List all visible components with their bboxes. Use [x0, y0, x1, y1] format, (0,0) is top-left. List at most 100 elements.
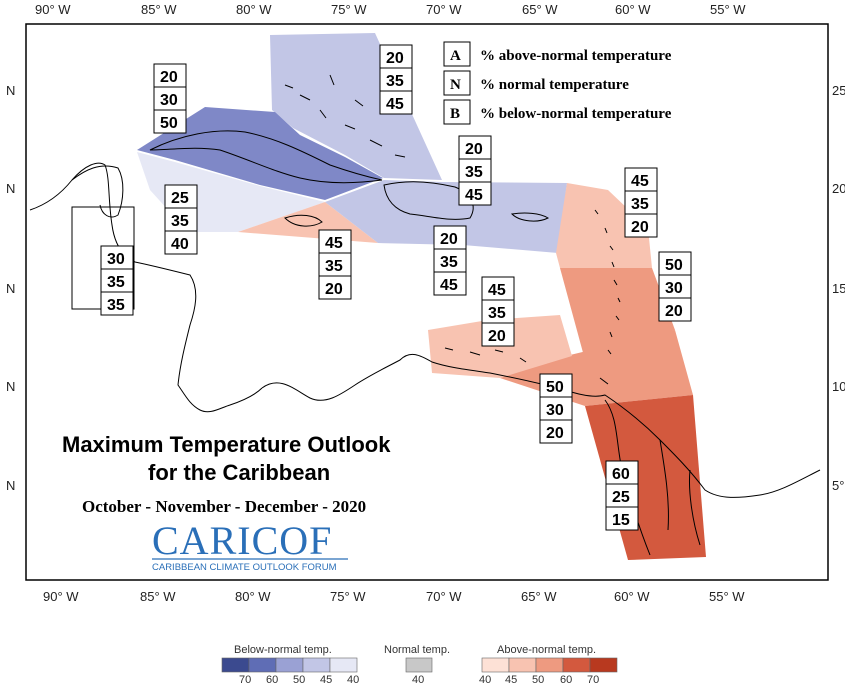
scale-below-tick: 60	[266, 674, 278, 684]
legend-key: A % above-normal temperature N % normal …	[443, 41, 672, 125]
prob-below: 40	[171, 236, 189, 253]
lat-tick-left: N	[6, 379, 15, 394]
map-title-line1: Maximum Temperature Outlook	[62, 432, 391, 457]
scale-below-tick: 50	[293, 674, 305, 684]
prob-box-abc-islands: 45 35 20	[481, 276, 515, 347]
prob-above: 30	[107, 251, 125, 268]
prob-below: 20	[631, 219, 649, 236]
lon-tick-top: 55° W	[710, 2, 746, 17]
prob-above: 50	[665, 257, 683, 274]
prob-normal: 35	[488, 305, 506, 322]
legend-text-below: % below-normal temperature	[480, 106, 672, 122]
region-guianas	[585, 395, 706, 560]
scale-below-tick: 70	[239, 674, 251, 684]
caricof-logo: CARICOF CARIBBEAN CLIMATE OUTLOOK FORUM	[152, 518, 348, 573]
lon-tick-top: 60° W	[615, 2, 651, 17]
prob-above: 50	[546, 379, 564, 396]
prob-above: 25	[171, 190, 189, 207]
prob-box-puerto-rico: 20 35 45	[433, 225, 467, 296]
scale-below-swatches	[221, 657, 358, 673]
lat-tick-right: 20	[832, 181, 845, 196]
region-bahamas	[270, 33, 442, 180]
prob-box-guianas: 60 25 15	[605, 460, 639, 531]
prob-above: 20	[160, 69, 178, 86]
lon-tick-bottom: 75° W	[330, 589, 366, 604]
scale-above-tick: 45	[505, 674, 517, 684]
prob-normal: 30	[546, 402, 564, 419]
scale-above-tick: 50	[532, 674, 544, 684]
prob-above: 60	[612, 466, 630, 483]
coast-jamaica	[284, 214, 323, 227]
prob-box-hispaniola: 20 35 45	[458, 135, 492, 206]
scale-swatch-below	[221, 657, 250, 673]
prob-below: 20	[665, 303, 683, 320]
scale-above-swatches	[481, 657, 618, 673]
scale-below-tick: 45	[320, 674, 332, 684]
scale-swatch-below	[275, 657, 304, 673]
prob-below: 45	[386, 96, 404, 113]
prob-box-leeward-islands: 45 35 20	[624, 167, 658, 238]
prob-box-cuba: 20 30 50	[153, 63, 187, 134]
prob-below: 35	[107, 297, 125, 314]
scale-below-label: Below-normal temp.	[234, 644, 332, 656]
lon-tick-top: 90° W	[35, 2, 71, 17]
left-latitude-ticks: N N N N N	[6, 83, 15, 493]
lon-tick-top: 70° W	[426, 2, 462, 17]
lat-tick-left: N	[6, 83, 15, 98]
scale-swatch-below	[248, 657, 277, 673]
lat-tick-right: 15	[832, 281, 845, 296]
logo-text: CARICOF	[152, 518, 332, 563]
prob-normal: 30	[160, 92, 178, 109]
prob-above: 45	[488, 282, 506, 299]
lon-tick-bottom: 90° W	[43, 589, 79, 604]
region-cuba	[137, 107, 383, 200]
scale-above-tick: 70	[587, 674, 599, 684]
lon-tick-top: 85° W	[141, 2, 177, 17]
legend-letter-a: A	[450, 48, 461, 64]
prob-normal: 35	[107, 274, 125, 291]
probability-boxes: 20 35 45 20 30 50 25 35 40 30	[71, 44, 692, 531]
map-title-line2: for the Caribbean	[148, 460, 330, 485]
legend-text-normal: % normal temperature	[480, 77, 629, 93]
prob-below: 20	[488, 328, 506, 345]
prob-above: 20	[440, 231, 458, 248]
lat-tick-right: 5°	[832, 478, 844, 493]
prob-normal: 35	[440, 254, 458, 271]
legend-text-above: % above-normal temperature	[480, 48, 672, 64]
prob-normal: 35	[465, 164, 483, 181]
right-latitude-ticks: 25 20 15 10 5°	[832, 83, 845, 493]
prob-normal: 35	[631, 196, 649, 213]
region-leeward-islands	[556, 183, 652, 268]
legend-box-a	[443, 41, 471, 67]
scale-above-tick: 40	[479, 674, 491, 684]
top-longitude-ticks: 90° W 85° W 80° W 75° W 70° W 65° W 60° …	[35, 2, 746, 17]
lon-tick-bottom: 55° W	[709, 589, 745, 604]
prob-box-trinidad-tobago: 50 30 20	[539, 373, 573, 444]
scale-normal-label: Normal temp.	[384, 644, 450, 656]
lon-tick-bottom: 85° W	[140, 589, 176, 604]
prob-below: 50	[160, 115, 178, 132]
prob-normal: 35	[325, 258, 343, 275]
prob-above: 20	[386, 50, 404, 67]
prob-above: 45	[631, 173, 649, 190]
lon-tick-bottom: 70° W	[426, 589, 462, 604]
lon-tick-bottom: 80° W	[235, 589, 271, 604]
prob-box-belize: 30 35 35	[100, 245, 134, 316]
prob-below: 20	[325, 281, 343, 298]
scale-swatch-above	[535, 657, 564, 673]
prob-box-windward-islands: 50 30 20	[658, 251, 692, 322]
scale-swatch-below	[302, 657, 331, 673]
prob-below: 15	[612, 512, 630, 529]
lon-tick-top: 75° W	[331, 2, 367, 17]
logo-subtitle: CARIBBEAN CLIMATE OUTLOOK FORUM	[152, 562, 337, 573]
prob-normal: 35	[171, 213, 189, 230]
scale-above-tick: 60	[560, 674, 572, 684]
coast-central-america	[29, 162, 263, 413]
scale-normal-swatch	[405, 657, 433, 673]
prob-normal: 30	[665, 280, 683, 297]
prob-above: 20	[465, 141, 483, 158]
scale-swatch-above	[481, 657, 510, 673]
prob-box-gulf-honduras: 25 35 40	[164, 184, 198, 255]
prob-above: 45	[325, 235, 343, 252]
